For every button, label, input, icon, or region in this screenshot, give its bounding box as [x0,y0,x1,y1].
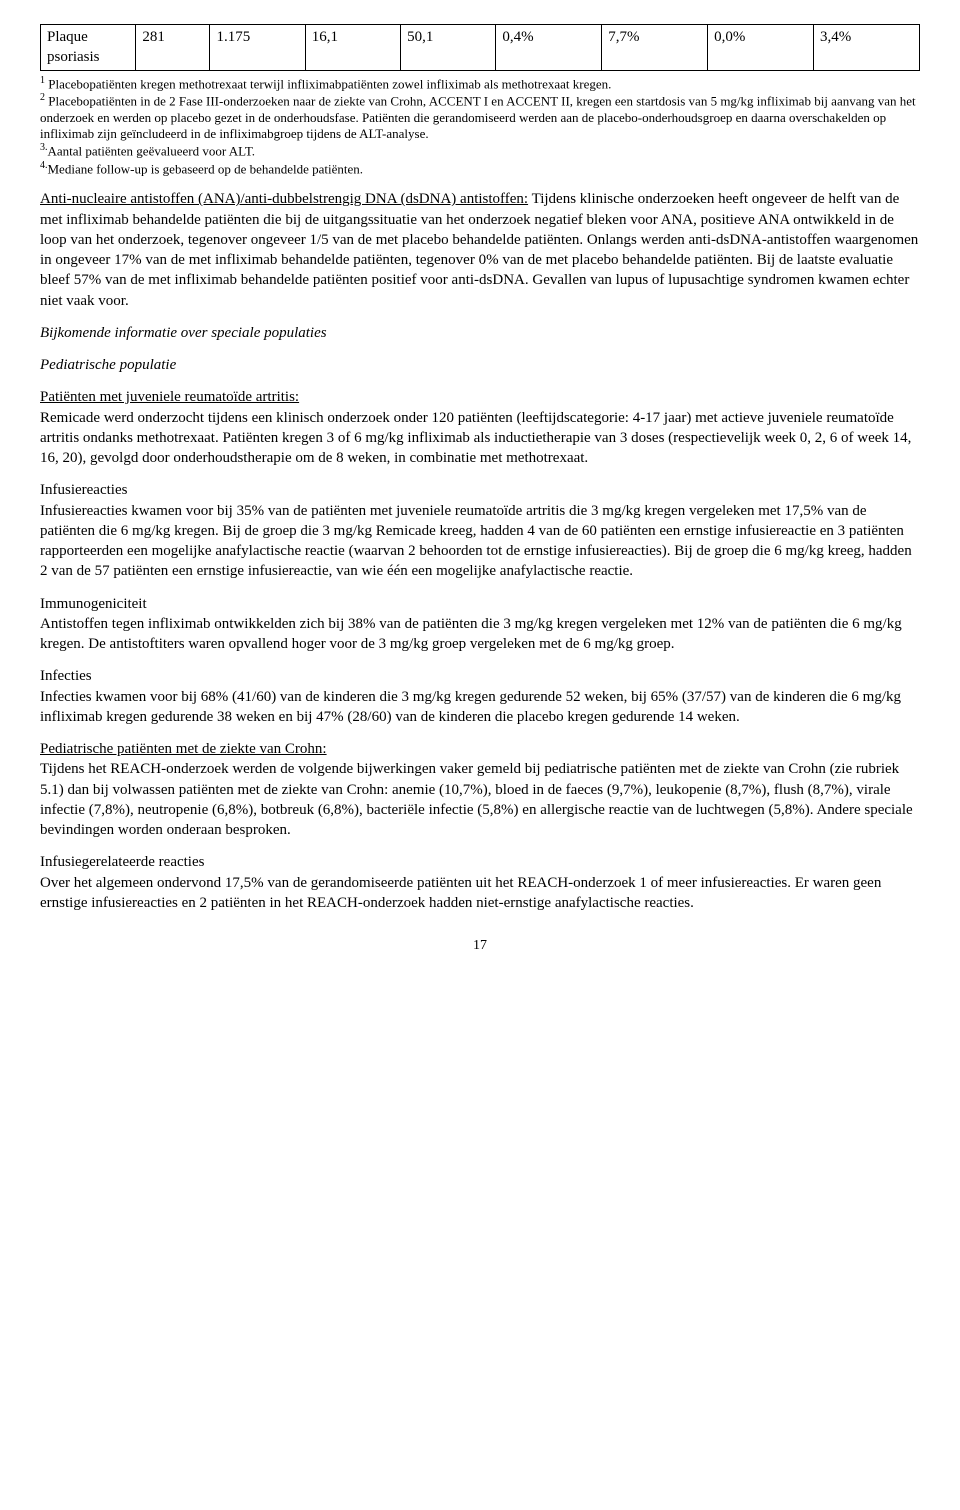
paragraph-infusie-rel: Infusiegerelateerde reacties Over het al… [40,852,920,913]
heading-special-populations: Bijkomende informatie over speciale popu… [40,323,920,343]
immuno-title: Immunogeniciteit [40,596,147,612]
footnote-3: Aantal patiënten geëvalueerd voor ALT. [48,143,256,158]
infusie-rel-title: Infusiegerelateerde reacties [40,854,204,870]
ana-body: Tijdens klinische onderzoeken heeft onge… [40,191,918,308]
cell-3: 50,1 [401,25,496,71]
paragraph-jra: Patiënten met juveniele reumatoïde artri… [40,387,920,468]
cell-0: 281 [136,25,210,71]
ana-title: Anti-nucleaire antistoffen (ANA)/anti-du… [40,191,528,207]
cell-4: 0,4% [496,25,602,71]
row-label-line2: psoriasis [47,49,100,65]
footnote-4: Mediane follow-up is gebaseerd op de beh… [48,161,364,176]
cell-5: 7,7% [602,25,708,71]
infusie-rel-body: Over het algemeen ondervond 17,5% van de… [40,875,881,911]
footnote-2: Placebopatiënten in de 2 Fase III-onderz… [40,93,916,141]
footnote-1: Placebopatiënten kregen methotrexaat ter… [48,76,611,91]
infecties-title: Infecties [40,668,92,684]
row-label-line1: Plaque [47,29,88,45]
jra-body: Remicade werd onderzocht tijdens een kli… [40,410,911,467]
infusie-title: Infusiereacties [40,482,127,498]
page-number: 17 [40,937,920,956]
ped-crohn-body: Tijdens het REACH-onderzoek werden de vo… [40,761,913,838]
data-table: Plaque psoriasis 281 1.175 16,1 50,1 0,4… [40,24,920,71]
ped-crohn-title: Pediatrische patiënten met de ziekte van… [40,741,327,757]
jra-title: Patiënten met juveniele reumatoïde artri… [40,389,299,405]
footnotes-block: 1 Placebopatiënten kregen methotrexaat t… [40,75,920,178]
cell-6: 0,0% [708,25,814,71]
cell-2: 16,1 [305,25,400,71]
paragraph-ped-crohn: Pediatrische patiënten met de ziekte van… [40,739,920,840]
infusie-body: Infusiereacties kwamen voor bij 35% van … [40,503,912,580]
row-label-cell: Plaque psoriasis [41,25,136,71]
table-row: Plaque psoriasis 281 1.175 16,1 50,1 0,4… [41,25,920,71]
infecties-body: Infecties kwamen voor bij 68% (41/60) va… [40,689,901,725]
paragraph-ana: Anti-nucleaire antistoffen (ANA)/anti-du… [40,189,920,311]
paragraph-infecties: Infecties Infecties kwamen voor bij 68% … [40,666,920,727]
cell-1: 1.175 [210,25,305,71]
paragraph-infusiereacties: Infusiereacties Infusiereacties kwamen v… [40,480,920,581]
paragraph-immunogeniciteit: Immunogeniciteit Antistoffen tegen infli… [40,594,920,655]
immuno-body: Antistoffen tegen infliximab ontwikkelde… [40,616,902,652]
cell-7: 3,4% [814,25,920,71]
heading-pediatric: Pediatrische populatie [40,355,920,375]
